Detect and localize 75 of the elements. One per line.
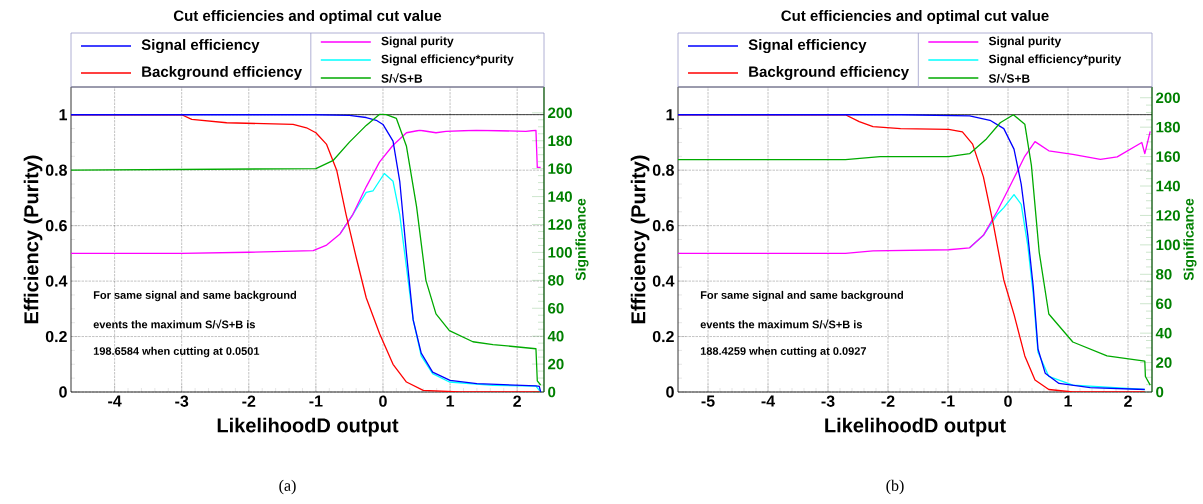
y2-tick-label: 60 bbox=[1156, 298, 1172, 310]
x-tick-label: -2 bbox=[881, 395, 895, 407]
legend-label: S/√S+B bbox=[988, 73, 1030, 83]
y2-tick-label: 180 bbox=[1156, 121, 1180, 133]
y2-tick-label: 180 bbox=[548, 135, 572, 147]
legend-label: Background efficiency bbox=[142, 65, 302, 81]
y2-tick-label: 40 bbox=[1155, 327, 1172, 339]
legend-label: Signal efficiency*purity bbox=[381, 54, 514, 66]
y-tick-label: 0.6 bbox=[45, 219, 67, 232]
x-tick-label: -1 bbox=[941, 395, 955, 407]
y-tick-label: 0.8 bbox=[45, 164, 67, 176]
y-tick-label: 0 bbox=[666, 386, 674, 398]
annotation: 198.6584 when cutting at 0.0501 bbox=[93, 346, 260, 358]
x-tick-label: 0 bbox=[379, 395, 387, 407]
y2-axis-title: Significance bbox=[1183, 198, 1197, 281]
y2-tick-label: 200 bbox=[1156, 92, 1180, 104]
y2-tick-label: 100 bbox=[1156, 239, 1180, 251]
x-tick-label: 2 bbox=[513, 395, 521, 407]
y2-axis-title: Significance bbox=[575, 198, 589, 281]
y2-tick-label: 0 bbox=[548, 386, 556, 398]
annotation: 188.4259 when cutting at 0.0927 bbox=[700, 346, 867, 358]
text: (a) bbox=[279, 479, 296, 495]
y-tick-label: 0.6 bbox=[652, 219, 674, 232]
y-tick-label: 0.2 bbox=[45, 330, 67, 343]
y2-tick-label: 140 bbox=[1156, 180, 1180, 192]
y-tick-label: 1 bbox=[666, 109, 675, 121]
y2-tick-label: 100 bbox=[548, 247, 572, 258]
chart-title: Cut efficiencies and optimal cut value bbox=[173, 10, 442, 24]
y-axis-title: Efficiency (Purity) bbox=[23, 155, 43, 324]
legend-label: Signal efficiency bbox=[748, 38, 867, 54]
y-axis-title: Efficiency (Purity) bbox=[630, 155, 650, 324]
x-tick-label: -5 bbox=[701, 395, 715, 407]
x-tick-label: -3 bbox=[175, 395, 189, 407]
y-tick-label: 0 bbox=[59, 386, 67, 398]
y-tick-label: 0.8 bbox=[652, 164, 674, 176]
y2-tick-label: 120 bbox=[548, 219, 572, 230]
x-tick-label: 1 bbox=[1064, 395, 1073, 407]
annotation: events the maximum S/√S+B is bbox=[700, 319, 862, 329]
y2-tick-label: 0 bbox=[1156, 386, 1164, 398]
y2-tick-label: 20 bbox=[548, 358, 564, 370]
y2-tick-label: 40 bbox=[547, 330, 564, 342]
y-tick-label: 0.4 bbox=[45, 275, 68, 287]
legend-label: Signal purity bbox=[988, 36, 1062, 48]
y2-tick-label: 160 bbox=[548, 163, 572, 174]
annotation: For same signal and same background bbox=[700, 290, 904, 302]
x-tick-label: 1 bbox=[446, 395, 455, 407]
x-tick-label: -1 bbox=[309, 395, 323, 407]
annotation: events the maximum S/√S+B is bbox=[93, 319, 255, 329]
legend-label: Background efficiency bbox=[749, 65, 909, 81]
x-axis-title: LikelihoodD output bbox=[825, 417, 1006, 437]
y-tick-label: 0.4 bbox=[652, 275, 675, 287]
legend-label: S/√S+B bbox=[381, 73, 423, 83]
x-tick-label: -3 bbox=[821, 395, 835, 407]
y2-tick-label: 120 bbox=[1156, 210, 1180, 221]
legend-label: Signal efficiency*purity bbox=[988, 54, 1122, 66]
y2-tick-label: 140 bbox=[548, 191, 572, 202]
x-tick-label: 2 bbox=[1124, 395, 1132, 407]
legend-label: Signal efficiency bbox=[141, 38, 260, 54]
x-tick-label: 0 bbox=[1004, 395, 1012, 407]
x-tick-label: -2 bbox=[242, 395, 256, 407]
y2-tick-label: 60 bbox=[548, 302, 564, 314]
y-tick-label: 1 bbox=[59, 109, 68, 121]
x-tick-label: -4 bbox=[761, 395, 776, 407]
y2-tick-label: 80 bbox=[548, 275, 564, 286]
y2-tick-label: 160 bbox=[1156, 151, 1180, 162]
text: (b) bbox=[886, 479, 904, 495]
y-tick-label: 0.2 bbox=[652, 330, 674, 343]
y2-tick-label: 200 bbox=[548, 107, 572, 119]
legend-label: Signal purity bbox=[381, 36, 454, 48]
y2-tick-label: 20 bbox=[1156, 357, 1172, 368]
chart-title: Cut efficiencies and optimal cut value bbox=[781, 10, 1049, 24]
x-axis-title: LikelihoodD output bbox=[217, 417, 399, 437]
y2-tick-label: 80 bbox=[1156, 268, 1172, 280]
x-tick-label: -4 bbox=[108, 395, 122, 407]
annotation: For same signal and same background bbox=[93, 290, 297, 302]
